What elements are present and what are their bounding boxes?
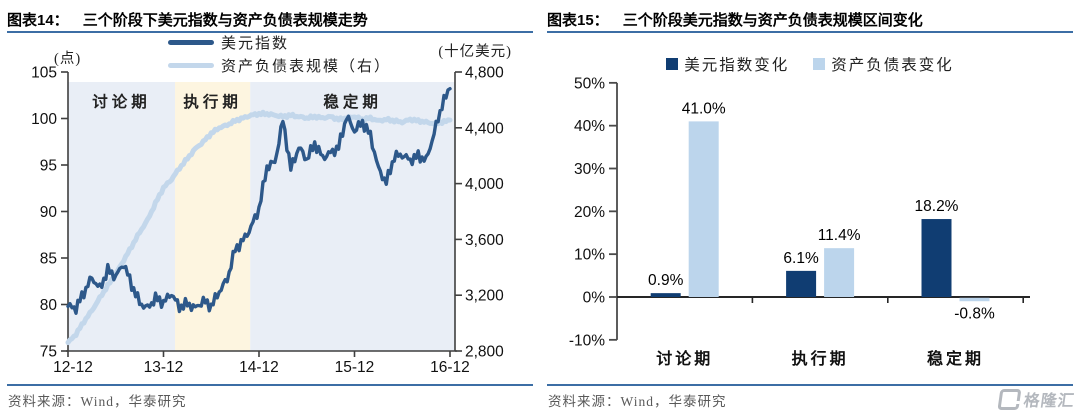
legend-label-balance-sheet: 资产负债表规模（右） xyxy=(221,59,392,75)
source-note: 资料来源：Wind，华泰研究 xyxy=(548,394,727,409)
figure-14-title: 三个阶段下美元指数与资产负债表规模走势 xyxy=(82,12,368,29)
bar-value-label: 41.0% xyxy=(682,100,726,117)
legend-label-balance-change: 资产负债表变化 xyxy=(831,57,954,74)
balance-change-bar-2 xyxy=(959,297,990,302)
right-axis-tick-label: 3,600 xyxy=(465,232,504,249)
panel-figure-14: 图表14： 三个阶段下美元指数与资产负债表规模走势 105 100 95 90 85 80 7… xyxy=(7,9,533,409)
left-axis-unit-label: (点) xyxy=(54,51,82,67)
category-label-2: 稳定期 xyxy=(927,349,984,368)
right-axis-tick-label: 4,400 xyxy=(465,120,504,137)
y-axis-tick-label: 30% xyxy=(574,161,605,178)
x-axis-tick-label: 14-12 xyxy=(239,359,279,376)
y-axis-tick-label: 40% xyxy=(574,118,605,135)
bar-value-label: 18.2% xyxy=(915,198,959,215)
bar-value-label: 6.1% xyxy=(783,250,819,267)
right-axis-tick-label: 4,000 xyxy=(465,176,504,193)
left-axis-tick-label: 100 xyxy=(31,111,57,128)
phase-band-0 xyxy=(68,82,176,351)
usd-change-bar-0 xyxy=(650,293,681,297)
source-note: 资料来源：Wind，华泰研究 xyxy=(8,394,187,409)
legend-item-balance-change: 资产负债表变化 xyxy=(813,53,954,75)
right-axis-tick-label: 3,200 xyxy=(465,288,504,305)
y-axis-tick-label: 10% xyxy=(574,247,605,264)
balance-sheet-line-swatch xyxy=(168,63,214,68)
y-axis-tick-label: 20% xyxy=(574,204,605,221)
balance-change-bar-0 xyxy=(688,121,719,297)
usd-change-bar-1 xyxy=(786,270,817,297)
gelonghui-logo-icon xyxy=(997,388,1022,410)
usd-change-bar-2 xyxy=(921,219,952,297)
phase-label-0: 讨论期 xyxy=(92,92,151,111)
usd-index-line-swatch xyxy=(168,40,214,45)
x-axis-tick-label: 16-12 xyxy=(430,359,470,376)
right-axis-tick-label: 2,800 xyxy=(465,344,504,361)
balance-change-swatch xyxy=(813,58,826,70)
legend-label-usd-index: 美元指数 xyxy=(221,36,290,52)
figure-14-title-row: 图表14： 三个阶段下美元指数与资产负债表规模走势 xyxy=(7,9,533,30)
left-axis-tick-label: 85 xyxy=(40,251,57,268)
left-axis-tick-label: 95 xyxy=(40,158,57,175)
panel-figure-15: 图表15： 三个阶段美元指数与资产负债表规模区间变化 50% 40% 30% 20% 10… xyxy=(540,0,1080,416)
right-axis-tick-label: 4,800 xyxy=(465,65,504,82)
x-axis-tick-label: 15-12 xyxy=(335,359,375,376)
y-axis-tick-label: 50% xyxy=(574,75,605,92)
balance-sheet-line xyxy=(65,109,453,346)
figure-15-title-row: 图表15： 三个阶段美元指数与资产负债表规模区间变化 xyxy=(547,9,1073,30)
line-chart-figure-14: 105 100 95 90 85 80 75 4,800 4,400 4,000 3,600 3,20… xyxy=(31,65,504,377)
y-axis-tick-label: 0% xyxy=(583,290,606,307)
title-divider xyxy=(7,31,533,33)
gelonghui-watermark: 格隆汇 xyxy=(997,387,1076,411)
phase-label-2: 稳定期 xyxy=(323,92,382,111)
x-axis-tick-label: 12-12 xyxy=(53,359,93,376)
bar-value-label: 11.4% xyxy=(818,227,861,244)
category-label-0: 讨论期 xyxy=(656,349,713,368)
legend-figure-14: 美元指数 资产负债表规模（右） xyxy=(168,31,391,77)
legend-item-usd-index: 美元指数 xyxy=(168,31,391,54)
left-axis-tick-label: 90 xyxy=(40,204,58,221)
legend-figure-15: 美元指数变化 资产负债表变化 xyxy=(540,53,1080,75)
left-axis-tick-label: 105 xyxy=(31,65,57,82)
left-axis-tick-label: 75 xyxy=(40,344,57,361)
bar-value-label: -0.8% xyxy=(954,305,995,322)
title-divider xyxy=(547,31,1073,33)
left-axis-tick-label: 80 xyxy=(40,297,58,314)
legend-item-balance-sheet: 资产负债表规模（右） xyxy=(168,54,391,77)
legend-label-usd-change: 美元指数变化 xyxy=(684,57,790,74)
figure-15-title: 三个阶段美元指数与资产负债表规模区间变化 xyxy=(622,12,923,29)
footer-divider xyxy=(547,384,1073,386)
legend-item-usd-change: 美元指数变化 xyxy=(666,53,789,75)
category-label-1: 执行期 xyxy=(792,349,849,368)
figure-14-label: 图表14： xyxy=(7,12,69,29)
figure-15-label: 图表15： xyxy=(547,12,609,29)
bar-value-label: 0.9% xyxy=(648,272,684,289)
usd-change-swatch xyxy=(666,58,679,70)
right-axis-unit-label: (十亿美元) xyxy=(438,44,512,60)
phase-label-1: 执行期 xyxy=(183,92,242,111)
usd-index-line xyxy=(66,86,452,315)
bar-chart-figure-15: 50% 40% 30% 20% 10% 0% -10% 0.9% 41.0% 讨论期 6.1% 11.… xyxy=(569,75,1030,368)
balance-change-bar-1 xyxy=(824,248,855,297)
y-axis-tick-label: -10% xyxy=(569,332,605,349)
x-axis-tick-label: 13-12 xyxy=(144,359,184,376)
footer-divider xyxy=(7,384,533,386)
gelonghui-logo-text: 格隆汇 xyxy=(1022,393,1076,410)
